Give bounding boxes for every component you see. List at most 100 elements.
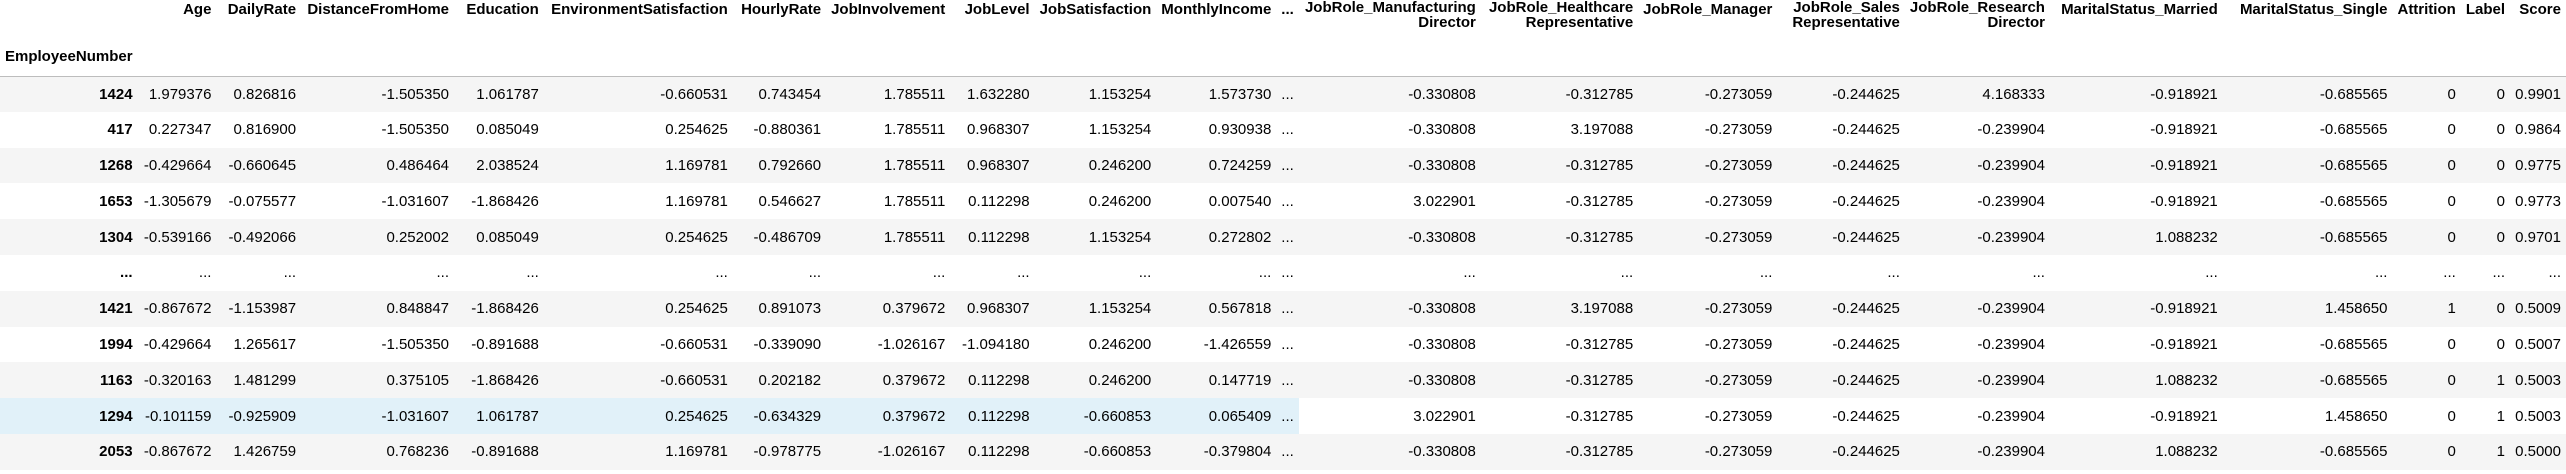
table-cell: 0.379672 — [882, 300, 946, 318]
index-row-blank-cell — [1904, 38, 2050, 77]
table-row[interactable]: ........................................… — [0, 254, 2566, 291]
column-header: JobRole_Healthcare Representative — [1488, 0, 1634, 31]
table-cell: ... — [808, 264, 822, 282]
table-cell: ... — [2374, 264, 2388, 282]
table-cell: 0.254625 — [665, 121, 728, 139]
table-row[interactable]: 1994 -0.429664 1.265617 -1.505350 -0.891688 -… — [0, 326, 2566, 363]
table-row[interactable]: 417 0.227347 0.816900 -1.505350 0.085049 0.25… — [0, 111, 2566, 148]
table-cell: 1.265617 — [233, 335, 297, 353]
index-row-blank-cell — [1777, 38, 1905, 77]
table-cell: -0.273059 — [1638, 398, 1778, 434]
table-cell: -0.239904 — [1977, 228, 2045, 246]
table-cell: -0.330808 — [1408, 371, 1476, 389]
table-cell: 1.088232 — [2155, 371, 2218, 389]
row-index: 1424 — [99, 85, 133, 103]
table-cell: 0.252002 — [386, 228, 450, 246]
column-header: JobRole_Manager — [1643, 1, 1773, 18]
index-row-blank-cell — [2392, 38, 2461, 77]
table-cell: -0.239904 — [1977, 192, 2045, 210]
table-cell: -1.026167 — [877, 335, 946, 353]
index-row-blank-cell — [2510, 38, 2566, 77]
table-row[interactable]: 1653 -1.305679 -0.075577 -1.031607 -1.868426… — [0, 183, 2566, 220]
table-row[interactable]: 1268 -0.429664 -0.660645 0.486464 2.038524 1.… — [0, 147, 2566, 184]
table-cell: ... — [1281, 85, 1294, 103]
table-cell: -0.330808 — [1408, 121, 1476, 139]
column-header: Age — [183, 1, 212, 18]
table-cell: ... — [436, 264, 450, 282]
table-cell: 0 — [2447, 192, 2456, 210]
table-cell: ... — [1017, 264, 1030, 282]
table-cell: ... — [1258, 264, 1272, 282]
table-cell: -0.660645 — [228, 156, 297, 174]
table-cell: 1.785511 — [883, 156, 946, 174]
table-row[interactable]: 1421 -0.867672 -1.153987 0.848847 -1.868426 0… — [0, 290, 2566, 327]
table-cell: ... — [1620, 264, 1634, 282]
table-cell: -0.244625 — [1777, 398, 1905, 434]
table-cell: 0.147719 — [1208, 371, 1272, 389]
column-header: HourlyRate — [741, 1, 822, 18]
table-row[interactable]: 1294 -0.101159 -0.925909 -1.031607 1.061787 0… — [0, 398, 2566, 434]
index-row-blank-cell — [301, 38, 455, 77]
column-header: Education — [466, 1, 539, 18]
table-cell: 1.785511 — [883, 121, 946, 139]
table-cell: -0.330808 — [1408, 443, 1476, 461]
column-header: ... — [1281, 1, 1294, 18]
table-cell: -0.918921 — [2150, 335, 2218, 353]
table-cell: -0.239904 — [1977, 300, 2045, 318]
index-name-row: EmployeeNumber — [0, 38, 2566, 77]
table-cell: 0 — [2447, 156, 2456, 174]
table-cell: 0 — [2496, 192, 2505, 210]
index-row-blank-cell — [216, 38, 302, 77]
table-cell: 1 — [2496, 371, 2505, 389]
table-cell: -0.867672 — [143, 300, 212, 318]
row-index: 1653 — [99, 192, 133, 210]
table-cell: -1.094180 — [962, 335, 1030, 353]
table-cell: 0.968307 — [967, 121, 1030, 139]
table-cell: -0.685565 — [2319, 228, 2388, 246]
table-cell: 0 — [2447, 228, 2456, 246]
table-cell: ... — [1463, 264, 1476, 282]
index-row-blank-cell — [2460, 38, 2510, 77]
table-cell: 0.848847 — [386, 300, 450, 318]
table-cell: -1.026167 — [877, 443, 946, 461]
table-cell: 0.202182 — [758, 371, 822, 389]
table-row[interactable]: 2053 -0.867672 1.426759 0.768236 -0.891688 1.… — [0, 433, 2566, 470]
table-cell: 0.246200 — [1088, 156, 1152, 174]
table-cell: 0.9773 — [2515, 192, 2561, 210]
table-cell: ... — [1281, 121, 1294, 139]
table-cell: -0.918921 — [2150, 192, 2218, 210]
table-cell: ... — [1281, 335, 1294, 353]
table-cell: 0.5009 — [2515, 300, 2561, 318]
table-cell: 1.426759 — [233, 443, 297, 461]
table-cell: 0.567818 — [1208, 300, 1272, 318]
table-cell: 0 — [2447, 121, 2456, 139]
table-cell: -0.244625 — [1832, 300, 1900, 318]
table-cell: -1.031607 — [381, 407, 450, 425]
table-cell: -0.685565 — [2319, 192, 2388, 210]
table-cell: -0.101159 — [144, 407, 212, 425]
table-cell: -1.031607 — [381, 192, 450, 210]
table-cell: 0.085049 — [476, 121, 539, 139]
table-cell: -1.868426 — [471, 192, 539, 210]
table-cell: 1.153254 — [1088, 228, 1152, 246]
index-row-blank-cell — [137, 38, 217, 77]
table-cell: 1.169781 — [665, 192, 728, 210]
index-row-blank-cell — [1034, 38, 1157, 77]
table-cell: -0.660853 — [1083, 443, 1152, 461]
table-row[interactable]: 1424 1.979376 0.826816 -1.505350 1.061787 -0.… — [0, 76, 2566, 112]
table-cell: -1.868426 — [471, 300, 539, 318]
table-cell: 1.458650 — [2222, 398, 2393, 434]
table-cell: -0.685565 — [2319, 371, 2388, 389]
table-cell: ... — [1281, 443, 1294, 461]
table-cell: 0.5003 — [2510, 398, 2566, 434]
table-row[interactable]: 1304 -0.539166 -0.492066 0.252002 0.085049 0.… — [0, 219, 2566, 255]
index-row-blank-cell — [950, 38, 1035, 77]
table-cell: -0.312785 — [1565, 228, 1634, 246]
table-row[interactable]: 1163 -0.320163 1.481299 0.375105 -1.868426 -0… — [0, 362, 2566, 399]
table-cell: 0 — [2496, 335, 2505, 353]
table-cell: 1.061787 — [476, 407, 539, 425]
column-header: Score — [2519, 1, 2561, 18]
table-cell: -0.918921 — [2150, 85, 2218, 103]
table-cell: -0.312785 — [1565, 85, 1634, 103]
table-cell: -0.978775 — [753, 443, 822, 461]
